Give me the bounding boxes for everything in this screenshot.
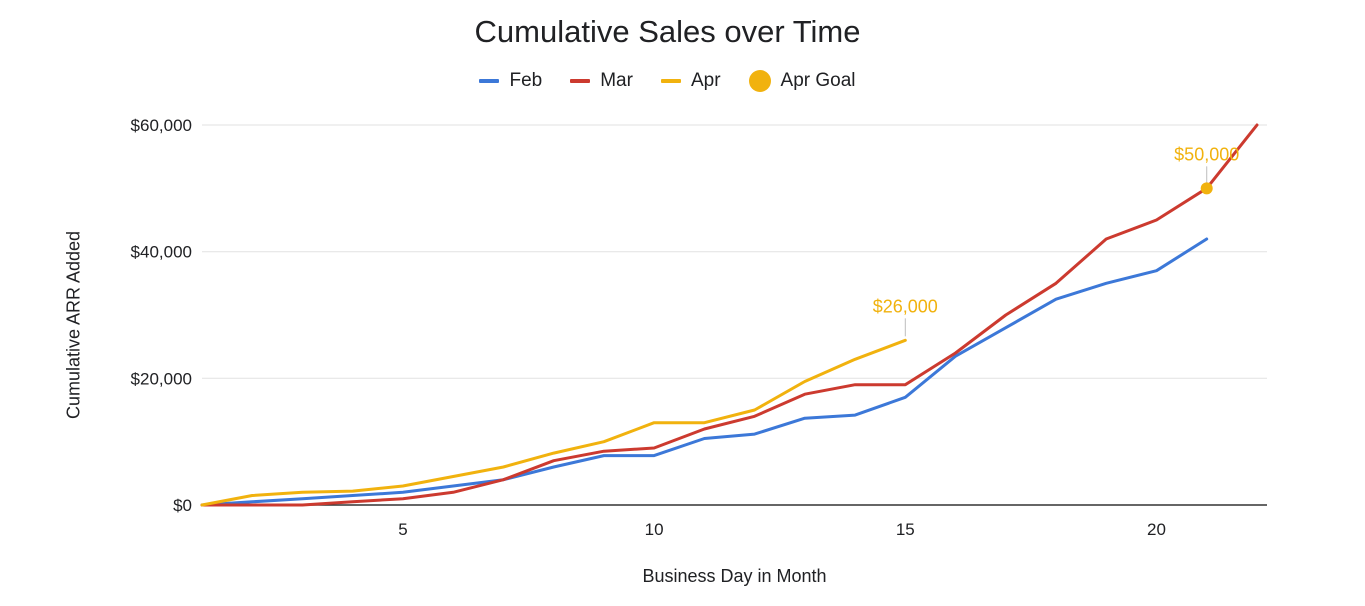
series-line-apr [200,338,907,507]
legend-swatch-apr-goal [748,70,771,92]
series-line-feb [200,237,1209,507]
goal-point [1200,182,1213,195]
x-tick-label: 15 [896,520,915,539]
y-tick-label: $0 [173,496,192,515]
legend-swatch-feb [479,79,500,83]
legend-item-feb[interactable]: Feb [479,70,542,92]
legend-item-apr-goal[interactable]: Apr Goal [748,70,856,92]
y-tick-label: $60,000 [131,116,192,135]
legend-label-feb: Feb [509,70,543,91]
legend-swatch-mar [570,79,591,83]
legend-label-mar: Mar [600,70,633,91]
series-line-mar [200,123,1259,507]
annotation-label: $50,000 [1174,144,1239,164]
legend-swatch-apr [660,79,681,83]
legend-label-apr: Apr [690,70,721,91]
x-tick-label: 10 [645,520,664,539]
legend: Feb Mar Apr Apr Goal [0,70,1335,92]
x-axis-title: Business Day in Month [642,566,827,586]
x-tick-label: 20 [1147,520,1166,539]
legend-label-apr-goal: Apr Goal [780,70,856,91]
y-tick-label: $20,000 [131,369,192,388]
legend-item-apr[interactable]: Apr [660,70,721,92]
chart-title: Cumulative Sales over Time [474,14,861,49]
annotation-label: $26,000 [873,296,938,316]
y-tick-label: $40,000 [131,243,192,262]
x-tick-label: 5 [398,520,407,539]
legend-item-mar[interactable]: Mar [570,70,633,92]
